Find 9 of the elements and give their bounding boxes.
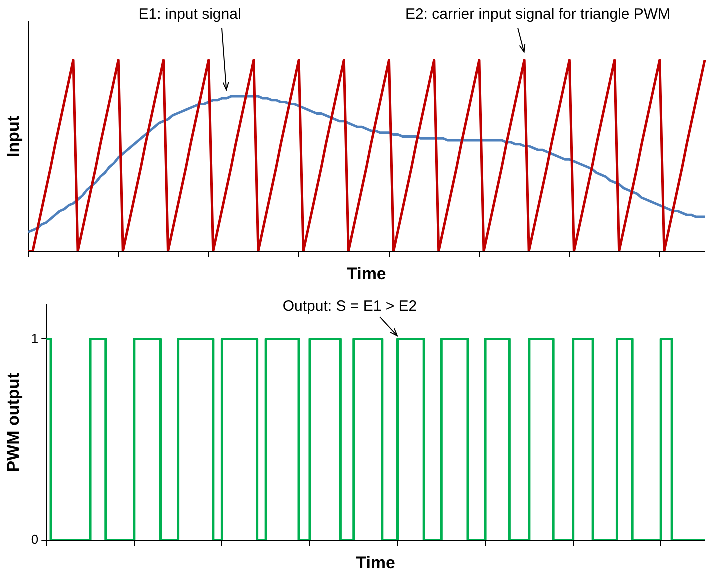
y-axis-title: PWM output: [4, 372, 23, 472]
y-tick-label: 0: [31, 532, 39, 547]
text: E1: input signal: [138, 6, 242, 24]
x-axis-title: Time: [356, 553, 396, 572]
annotation: Output: S = E1 > E2: [282, 298, 418, 316]
x-axis-title: Time: [347, 264, 386, 284]
y-axis-title: Input: [4, 116, 23, 158]
text: E2: carrier input signal for triangle PWM: [405, 6, 671, 24]
y-tick-label: 1: [31, 330, 39, 346]
